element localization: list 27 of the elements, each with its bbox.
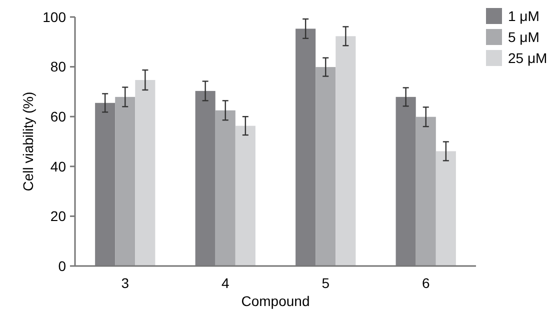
bar [115, 96, 136, 266]
x-tick-label: 5 [322, 275, 330, 291]
bar [296, 28, 316, 266]
bar [195, 90, 216, 266]
legend-label: 5 μM [508, 28, 540, 45]
bar [416, 116, 436, 266]
y-tick-label: 100 [42, 8, 66, 25]
x-tick-label: 4 [221, 275, 230, 291]
bar [135, 80, 156, 266]
bar [396, 96, 416, 266]
y-tick-label: 80 [50, 58, 66, 75]
y-tick-label: 60 [50, 108, 66, 124]
legend-label: 25 μM [508, 50, 548, 66]
x-tick-label: 6 [422, 275, 430, 291]
x-tick-label: 3 [121, 275, 130, 291]
bar [316, 67, 336, 266]
y-tick-label: 40 [50, 158, 66, 174]
y-tick-label: 0 [58, 258, 66, 274]
bar [95, 102, 116, 266]
y-axis-title: Cell viability (%) [20, 92, 36, 192]
bar [436, 151, 456, 266]
bar [336, 36, 356, 266]
bar [235, 126, 256, 266]
legend-label: 1 μM [508, 8, 540, 24]
y-tick-label: 20 [50, 208, 66, 224]
x-axis-title: Compound [241, 293, 310, 309]
bar [215, 110, 236, 266]
